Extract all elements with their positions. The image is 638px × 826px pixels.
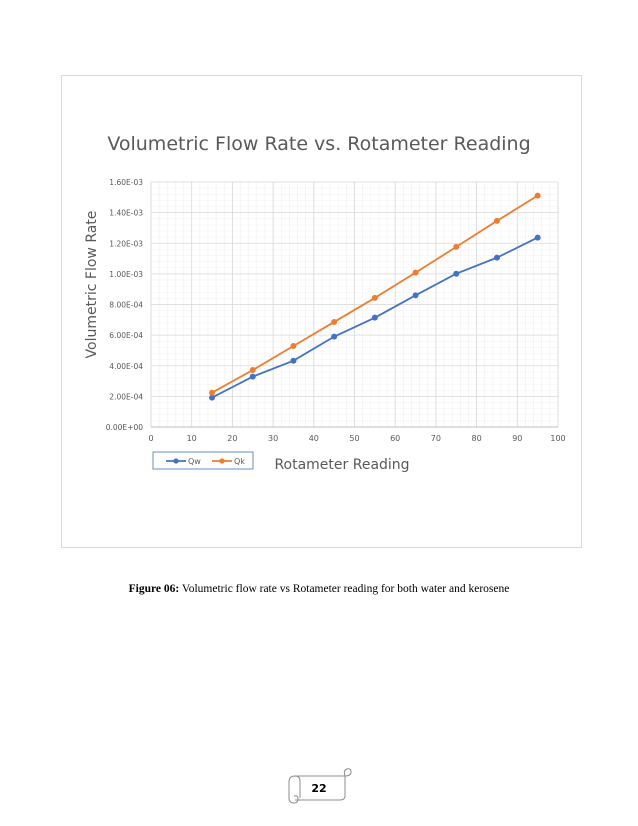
data-point bbox=[209, 389, 216, 396]
y-tick-label: 0.00E+00 bbox=[106, 423, 143, 432]
y-axis-title: Volumetric Flow Rate bbox=[84, 211, 100, 359]
chart-frame bbox=[61, 75, 582, 548]
caption-label: Figure 06: bbox=[128, 583, 180, 595]
data-point bbox=[493, 217, 500, 224]
legend-marker-icon bbox=[219, 458, 225, 464]
data-point bbox=[534, 234, 541, 241]
legend-marker-icon bbox=[173, 458, 179, 464]
series-line-qk bbox=[211, 194, 539, 394]
chart-plot: 0 10 20 30 40 50 60 70 80 90 100 0.00E+00 2.00E-04 4.… bbox=[84, 178, 566, 473]
x-tick-label: 10 bbox=[187, 434, 197, 443]
data-point bbox=[412, 269, 419, 276]
x-axis-title: Rotameter Reading bbox=[274, 457, 409, 473]
x-tick-label: 100 bbox=[550, 434, 565, 443]
data-point bbox=[209, 394, 216, 401]
data-point bbox=[371, 294, 378, 301]
data-point bbox=[453, 270, 460, 277]
data-point bbox=[493, 254, 500, 261]
x-tick-label: 70 bbox=[431, 434, 441, 443]
x-tick-label: 40 bbox=[309, 434, 319, 443]
y-tick-label: 8.00E-04 bbox=[109, 301, 143, 310]
y-tick-label: 1.60E-03 bbox=[109, 178, 143, 187]
y-tick-label: 1.00E-03 bbox=[109, 270, 143, 279]
x-tick-label: 60 bbox=[390, 434, 400, 443]
y-tick-label: 1.20E-03 bbox=[109, 239, 143, 248]
y-tick-label: 2.00E-04 bbox=[109, 392, 143, 401]
y-tick-label: 4.00E-04 bbox=[109, 362, 143, 371]
legend-box bbox=[152, 451, 254, 470]
legend-label: Qk bbox=[234, 457, 245, 466]
data-point bbox=[453, 243, 460, 250]
data-point bbox=[534, 192, 541, 199]
data-point bbox=[412, 292, 419, 299]
data-point bbox=[249, 367, 256, 374]
x-tick-label: 30 bbox=[268, 434, 278, 443]
data-point bbox=[290, 342, 297, 349]
data-point bbox=[371, 314, 378, 321]
figure-caption: Figure 06: Volumetric flow rate vs Rotam… bbox=[0, 583, 638, 595]
x-tick-label: 20 bbox=[227, 434, 237, 443]
x-tick-label: 80 bbox=[472, 434, 482, 443]
scroll-icon bbox=[288, 768, 352, 804]
data-point bbox=[249, 373, 256, 380]
data-point bbox=[331, 318, 338, 325]
x-tick-label: 50 bbox=[349, 434, 359, 443]
chart-title: Volumetric Flow Rate vs. Rotameter Readi… bbox=[107, 133, 531, 155]
x-tick-label: 0 bbox=[148, 434, 153, 443]
x-tick-label: 90 bbox=[512, 434, 522, 443]
legend-label: Qw bbox=[188, 457, 201, 466]
y-tick-label: 6.00E-04 bbox=[109, 331, 143, 340]
data-point bbox=[331, 333, 338, 340]
data-point bbox=[290, 357, 297, 364]
page-number: 22 bbox=[311, 782, 327, 795]
caption-text: Volumetric flow rate vs Rotameter readin… bbox=[179, 583, 510, 595]
y-tick-label: 1.40E-03 bbox=[109, 209, 143, 218]
